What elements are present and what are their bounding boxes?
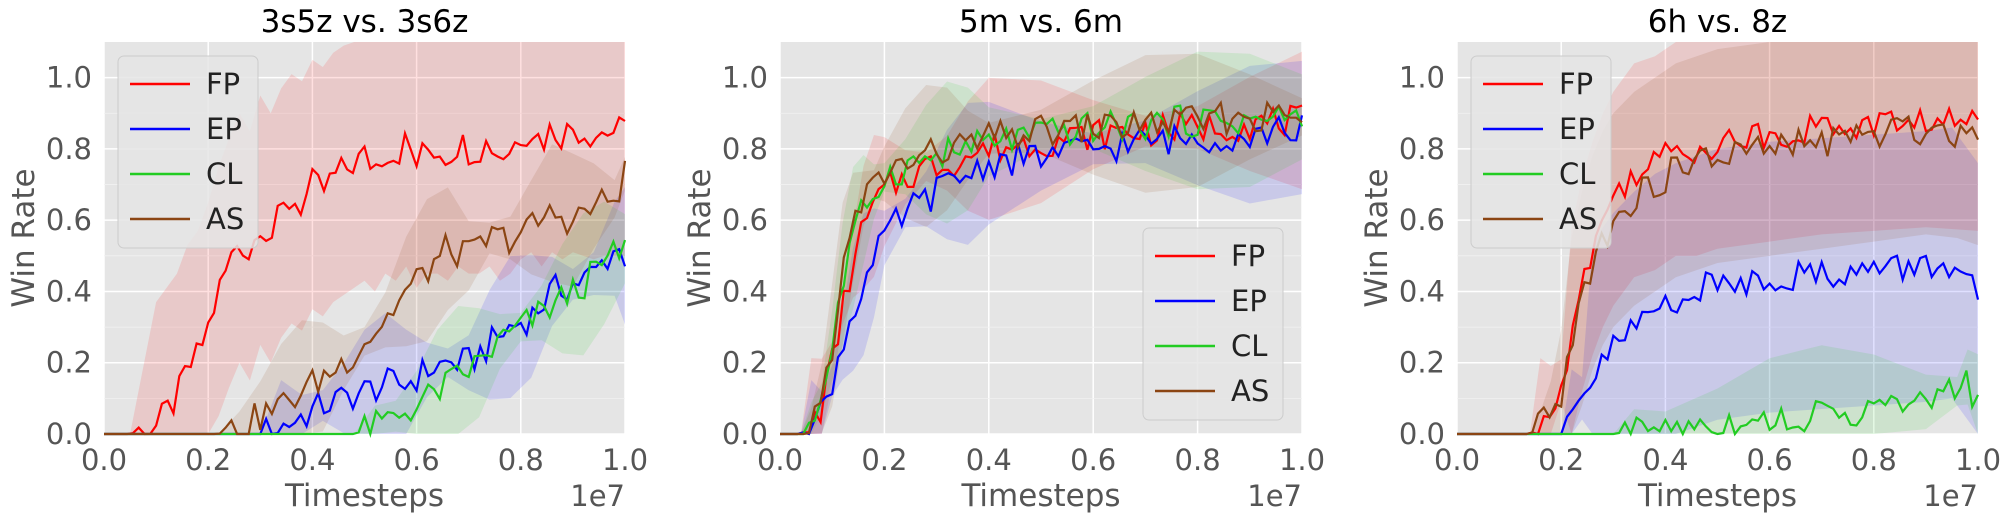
y-tick-label: 0.2 <box>46 346 92 380</box>
y-tick-label: 0.4 <box>1399 274 1445 308</box>
x-tick-label: 0.4 <box>966 443 1012 477</box>
band-ep <box>780 60 1302 434</box>
legend-label-cl: CL <box>1231 329 1267 363</box>
x-tick-label: 0.0 <box>81 443 127 477</box>
x-tick-label: 0.2 <box>185 443 231 477</box>
x-axis-label: Timesteps <box>284 478 444 514</box>
legend-label-fp: FP <box>206 67 240 101</box>
series-line-as <box>1457 114 1979 436</box>
x-tick-label: 0.6 <box>394 443 440 477</box>
x-offset-label: 1e7 <box>1247 479 1302 513</box>
y-tick-label: 0.8 <box>1399 132 1445 166</box>
y-tick-label: 0.2 <box>722 346 768 380</box>
legend-label-fp: FP <box>1559 67 1593 101</box>
x-tick-label: 0.0 <box>757 443 803 477</box>
series-line-ep <box>780 114 1304 436</box>
legend-label-as: AS <box>1231 374 1269 408</box>
band-ep <box>1457 127 1978 434</box>
x-tick-label: 0.8 <box>498 443 544 477</box>
band-as <box>104 144 625 434</box>
x-tick-label: 0.4 <box>289 443 335 477</box>
y-tick-label: 1.0 <box>722 61 768 95</box>
x-axis-label: Timesteps <box>1637 478 1797 514</box>
band-fp <box>780 51 1302 434</box>
legend: FP EP CL AS <box>1470 55 1612 249</box>
x-tick-label: 1.0 <box>602 443 648 477</box>
y-tick-label: 0.6 <box>1399 203 1445 237</box>
chart-panel-1: 0.00.20.40.60.81.00.0 0.2 0.4 0.6 0.8 1.01e73… <box>6 4 648 514</box>
series-line-cl <box>1457 370 1979 437</box>
legend-label-as: AS <box>1559 202 1597 236</box>
y-tick-label: 0.4 <box>722 274 768 308</box>
y-tick-label: 0.0 <box>1399 417 1445 451</box>
y-tick-label: 0.2 <box>1399 346 1445 380</box>
legend-label-cl: CL <box>1559 157 1595 191</box>
band-cl <box>1457 345 1978 434</box>
y-tick-label: 0.6 <box>46 203 92 237</box>
band-as <box>1457 42 1978 434</box>
x-tick-label: 1.0 <box>1279 443 1325 477</box>
chart-panel-3: 0.00.20.40.60.81.00.0 0.2 0.4 0.6 0.8 1.01e76… <box>1359 4 2001 514</box>
legend-frame <box>117 55 259 249</box>
band-cl <box>104 201 625 434</box>
series-line-fp <box>1457 105 1979 436</box>
series-line-fp <box>104 115 626 436</box>
x-tick-label: 0.8 <box>1175 443 1221 477</box>
x-tick-label: 0.4 <box>1642 443 1688 477</box>
chart-title: 6h vs. 8z <box>1648 4 1787 40</box>
band-cl <box>780 51 1302 434</box>
series-line-fp <box>780 104 1303 436</box>
legend-frame <box>1470 55 1612 249</box>
x-tick-label: 0.6 <box>1070 443 1116 477</box>
y-axis-label: Win Rate <box>6 168 42 307</box>
x-tick-label: 0.8 <box>1851 443 1897 477</box>
y-axis-label: Win Rate <box>682 168 718 307</box>
series-line-as <box>104 160 627 436</box>
band-ep <box>104 187 625 434</box>
chart-title: 3s5z vs. 3s6z <box>261 4 469 40</box>
legend-label-ep: EP <box>206 112 242 146</box>
y-tick-label: 0.8 <box>722 132 768 166</box>
band-fp <box>1457 42 1978 434</box>
legend-label-ep: EP <box>1559 112 1595 146</box>
y-tick-label: 0.0 <box>46 417 92 451</box>
y-tick-label: 1.0 <box>46 61 92 95</box>
y-tick-label: 0.0 <box>722 417 768 451</box>
chart-panel-2: 0.00.20.40.60.81.00.0 0.2 0.4 0.6 0.8 1.01e75… <box>682 4 1325 514</box>
legend-frame <box>1142 227 1284 421</box>
y-tick-label: 0.6 <box>722 203 768 237</box>
x-tick-label: 1.0 <box>1955 443 2001 477</box>
x-axis-label: Timesteps <box>960 478 1120 514</box>
x-tick-label: 0.0 <box>1434 443 1480 477</box>
legend-label-cl: CL <box>206 157 242 191</box>
x-offset-label: 1e7 <box>1923 479 1978 513</box>
y-tick-label: 1.0 <box>1399 61 1445 95</box>
y-tick-label: 0.4 <box>46 274 92 308</box>
legend: FP EP CL AS <box>117 55 259 249</box>
x-tick-label: 0.6 <box>1747 443 1793 477</box>
legend-label-as: AS <box>206 202 244 236</box>
legend: FP EP CL AS <box>1142 227 1284 421</box>
chart-title: 5m vs. 6m <box>959 4 1123 40</box>
legend-label-ep: EP <box>1231 284 1267 318</box>
legend-label-fp: FP <box>1231 239 1265 273</box>
y-axis-label: Win Rate <box>1359 168 1395 307</box>
band-as <box>780 53 1302 435</box>
x-tick-label: 0.2 <box>861 443 907 477</box>
series-line-as <box>780 99 1303 436</box>
x-tick-label: 0.2 <box>1538 443 1584 477</box>
y-tick-label: 0.8 <box>46 132 92 166</box>
x-offset-label: 1e7 <box>570 479 625 513</box>
